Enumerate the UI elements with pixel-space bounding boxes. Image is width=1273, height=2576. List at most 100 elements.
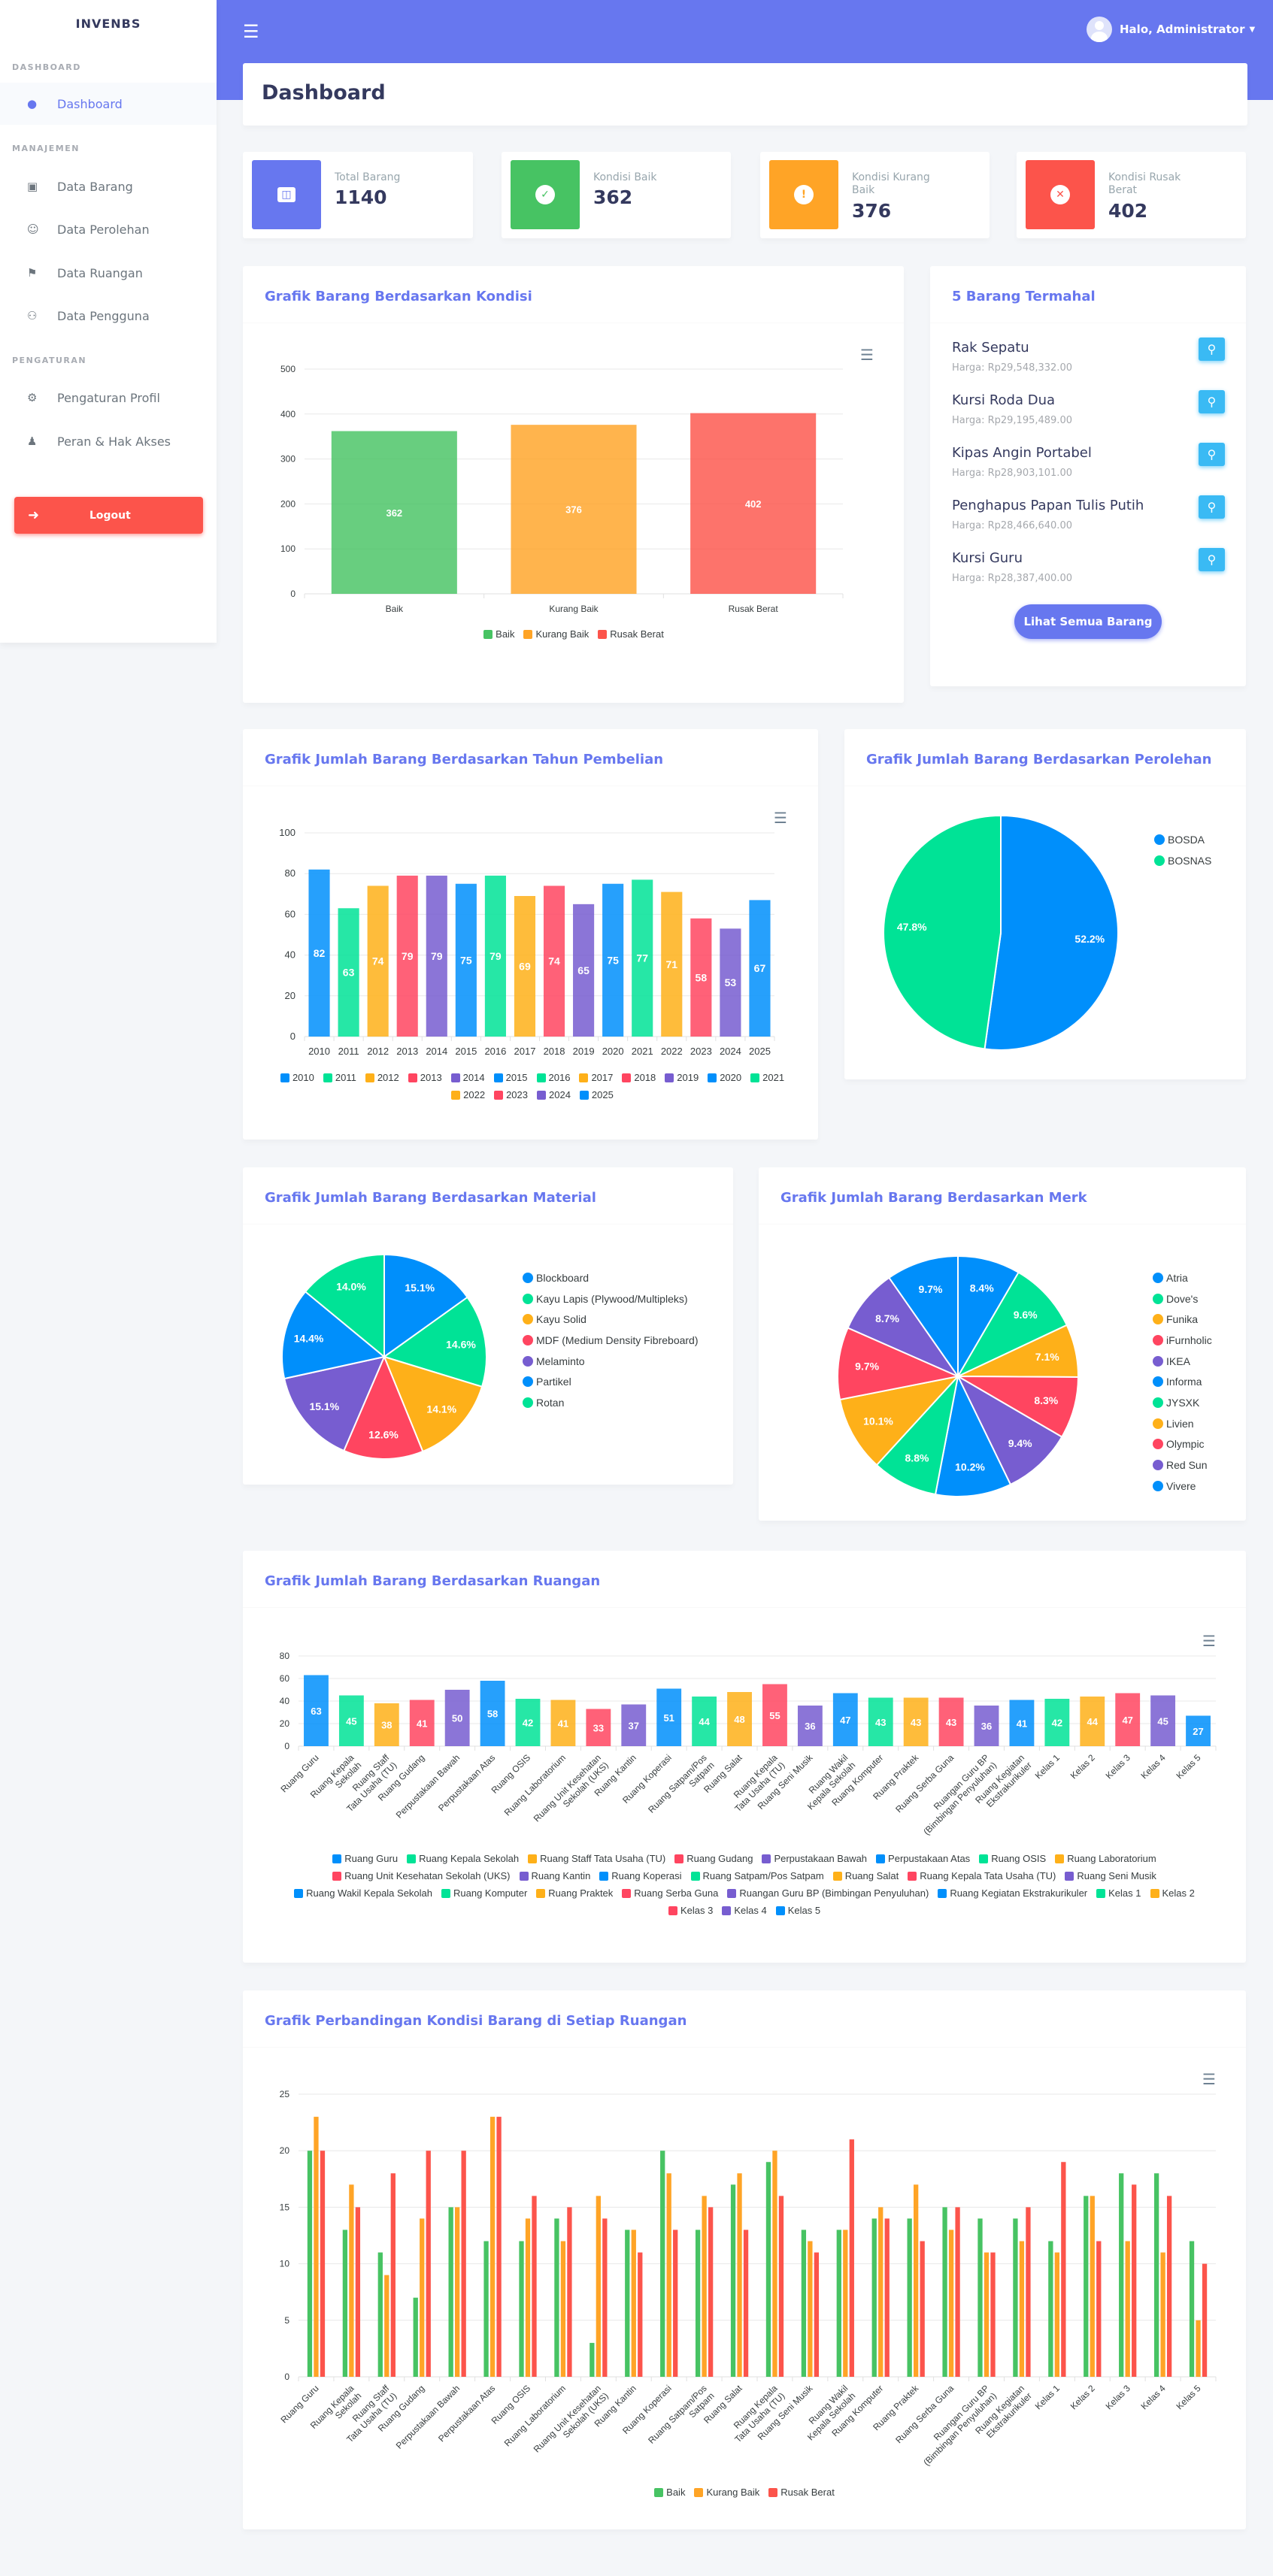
brand-logo[interactable]: INVENBS <box>75 17 141 31</box>
legend-item[interactable]: Kayu Lapis (Plywood/Multipleks) <box>523 1288 699 1309</box>
legend-item[interactable]: Ruang Koperasi <box>599 1870 682 1881</box>
legend-item[interactable]: Ruang Unit Kesehatan Sekolah (UKS) <box>332 1870 511 1881</box>
legend-item[interactable]: Kurang Baik <box>694 2487 759 2498</box>
legend-item[interactable]: 2018 <box>622 1072 656 1083</box>
user-dropdown[interactable]: Halo, Administrator ▼ <box>1087 17 1255 42</box>
chart-legend: Baik Kurang Baik Rusak Berat <box>273 628 874 640</box>
legend-item[interactable]: JYSXK <box>1153 1392 1212 1413</box>
y-tick-label: 80 <box>285 867 296 879</box>
legend-item[interactable]: Kelas 5 <box>775 1905 820 1916</box>
legend-item[interactable]: Ruang Laboratorium <box>1055 1853 1156 1864</box>
legend-item[interactable]: Ruang Salat <box>832 1870 899 1881</box>
legend-item[interactable]: Rotan <box>523 1392 699 1413</box>
legend-item[interactable]: MDF (Medium Density Fibreboard) <box>523 1330 699 1351</box>
legend-item[interactable]: Olympic <box>1153 1434 1212 1455</box>
legend-item[interactable]: 2013 <box>408 1072 442 1083</box>
legend-label: Kelas 4 <box>734 1905 767 1916</box>
chart-menu-icon[interactable]: ☰ <box>774 809 787 827</box>
legend-item[interactable]: Ruang Satpam/Pos Satpam <box>690 1870 824 1881</box>
chart-menu-icon[interactable]: ☰ <box>1202 1632 1216 1650</box>
stat-card-rusak-berat: ✕ Kondisi Rusak Berat 402 <box>1017 152 1246 238</box>
sidebar-item-data-perolehan[interactable]: ☺ Data Perolehan <box>0 208 217 250</box>
legend-item[interactable]: Kelas 2 <box>1150 1887 1195 1899</box>
legend-item[interactable]: Atria <box>1153 1267 1212 1288</box>
legend-item[interactable]: Ruang Guru <box>332 1853 398 1864</box>
sidebar-item-pengaturan-profil[interactable]: ⚙ Pengaturan Profil <box>0 377 217 419</box>
sidebar-item-peran-hak-akses[interactable]: ♟ Peran & Hak Akses <box>0 420 217 462</box>
legend-item[interactable]: Kelas 1 <box>1096 1887 1141 1899</box>
legend-item[interactable]: Ruang Kegiatan Ekstrakurikuler <box>938 1887 1087 1899</box>
search-icon[interactable]: ⚲ <box>1199 443 1225 466</box>
legend-item[interactable]: Ruang Gudang <box>674 1853 753 1864</box>
legend-item[interactable]: 2025 <box>579 1089 614 1100</box>
legend-swatch <box>493 1073 503 1082</box>
legend-item[interactable]: Ruang Kantin <box>519 1870 590 1881</box>
legend-item[interactable]: Kayu Solid <box>523 1309 699 1330</box>
legend-item[interactable]: Baik <box>483 628 514 640</box>
legend-item[interactable]: Perpustakaan Atas <box>876 1853 970 1864</box>
search-icon[interactable]: ⚲ <box>1199 338 1225 361</box>
legend-item[interactable]: Ruang Serba Guna <box>622 1887 718 1899</box>
legend-item[interactable]: Perpustakaan Bawah <box>762 1853 867 1864</box>
logout-button[interactable]: ➜ Logout <box>14 497 203 534</box>
legend-item[interactable]: Rusak Berat <box>598 628 664 640</box>
legend-item[interactable]: 2014 <box>450 1072 485 1083</box>
legend-item[interactable]: BOSDA <box>1154 829 1211 850</box>
chart-menu-icon[interactable]: ☰ <box>860 346 874 364</box>
search-icon[interactable]: ⚲ <box>1199 495 1225 519</box>
slice-percent-label: 10.2% <box>955 1461 985 1473</box>
sidebar-item-data-ruangan[interactable]: ⚑ Data Ruangan <box>0 252 217 294</box>
menu-toggle-icon[interactable]: ☰ <box>243 21 259 42</box>
legend-item[interactable]: 2010 <box>280 1072 314 1083</box>
legend-item[interactable]: 2017 <box>579 1072 613 1083</box>
view-all-button[interactable]: Lihat Semua Barang <box>1014 604 1162 639</box>
legend-item[interactable]: 2015 <box>493 1072 528 1083</box>
legend-item[interactable]: Blockboard <box>523 1267 699 1288</box>
sidebar-item-data-pengguna[interactable]: ⚇ Data Pengguna <box>0 295 217 337</box>
legend-item[interactable]: Partikel <box>523 1371 699 1392</box>
chart-menu-icon[interactable]: ☰ <box>1202 2070 1216 2088</box>
legend-item[interactable]: Ruang Praktek <box>536 1887 613 1899</box>
legend-item[interactable]: 2019 <box>665 1072 699 1083</box>
search-icon[interactable]: ⚲ <box>1199 548 1225 571</box>
legend-item[interactable]: Dove's <box>1153 1288 1212 1309</box>
sidebar-item-dashboard[interactable]: ● Dashboard <box>0 83 217 125</box>
legend-item[interactable]: 2020 <box>708 1072 741 1083</box>
legend-item[interactable]: Kurang Baik <box>523 628 589 640</box>
legend-item[interactable]: 2024 <box>537 1089 571 1100</box>
legend-item[interactable]: 2012 <box>365 1072 399 1083</box>
legend-item[interactable]: Ruang Kepala Tata Usaha (TU) <box>908 1870 1056 1881</box>
legend-item[interactable]: Ruang Staff Tata Usaha (TU) <box>528 1853 665 1864</box>
legend-item[interactable]: 2022 <box>451 1089 485 1100</box>
legend-item[interactable]: 2023 <box>494 1089 528 1100</box>
legend-item[interactable]: Ruang Kepala Sekolah <box>407 1853 519 1864</box>
legend-item[interactable]: Ruang Wakil Kepala Sekolah <box>294 1887 432 1899</box>
legend-item[interactable]: 2011 <box>323 1072 356 1083</box>
bar <box>377 2252 383 2377</box>
bar <box>1009 1700 1035 1746</box>
legend-item[interactable]: Red Sun <box>1153 1454 1212 1476</box>
legend-item[interactable]: Ruangan Guru BP (Bimbingan Penyuluhan) <box>727 1887 929 1899</box>
legend-item[interactable]: 2021 <box>750 1072 784 1083</box>
legend-item[interactable]: Informa <box>1153 1371 1212 1392</box>
legend-item[interactable]: Ruang OSIS <box>979 1853 1046 1864</box>
search-icon[interactable]: ⚲ <box>1199 390 1225 413</box>
legend-item[interactable]: IKEA <box>1153 1351 1212 1372</box>
legend-item[interactable]: Kelas 4 <box>722 1905 767 1916</box>
legend-item[interactable]: iFurnholic <box>1153 1330 1212 1351</box>
legend-item[interactable]: Vivere <box>1153 1476 1212 1497</box>
legend-swatch <box>523 1376 533 1388</box>
legend-item[interactable]: Kelas 3 <box>668 1905 713 1916</box>
legend-item[interactable]: Ruang Seni Musik <box>1065 1870 1156 1881</box>
legend-label: 2017 <box>591 1072 614 1083</box>
legend-item[interactable]: Ruang Komputer <box>441 1887 527 1899</box>
legend-swatch <box>523 629 533 639</box>
legend-item[interactable]: Melaminto <box>523 1351 699 1372</box>
legend-item[interactable]: Funika <box>1153 1309 1212 1330</box>
legend-item[interactable]: BOSNAS <box>1154 850 1211 871</box>
legend-item[interactable]: 2016 <box>536 1072 570 1083</box>
sidebar-item-data-barang[interactable]: ▣ Data Barang <box>0 165 217 207</box>
legend-item[interactable]: Livien <box>1153 1413 1212 1434</box>
legend-item[interactable]: Baik <box>654 2487 685 2498</box>
legend-item[interactable]: Rusak Berat <box>768 2487 835 2498</box>
